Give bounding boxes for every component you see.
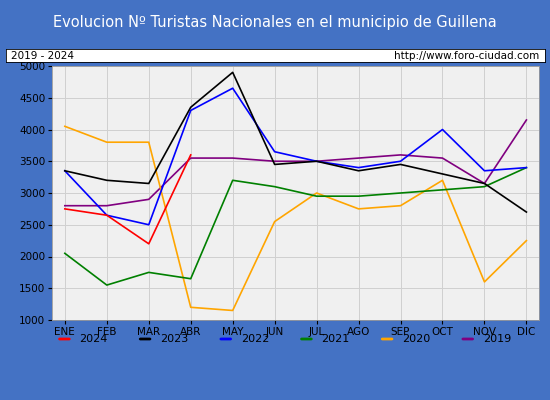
Text: 2022: 2022 — [241, 334, 269, 344]
Text: http://www.foro-ciudad.com: http://www.foro-ciudad.com — [394, 51, 539, 61]
Text: 2024: 2024 — [79, 334, 108, 344]
Text: 2020: 2020 — [402, 334, 430, 344]
Text: 2021: 2021 — [321, 334, 350, 344]
Text: 2019 - 2024: 2019 - 2024 — [11, 51, 74, 61]
Text: 2023: 2023 — [160, 334, 188, 344]
Text: 2019: 2019 — [483, 334, 511, 344]
Text: Evolucion Nº Turistas Nacionales en el municipio de Guillena: Evolucion Nº Turistas Nacionales en el m… — [53, 15, 497, 30]
